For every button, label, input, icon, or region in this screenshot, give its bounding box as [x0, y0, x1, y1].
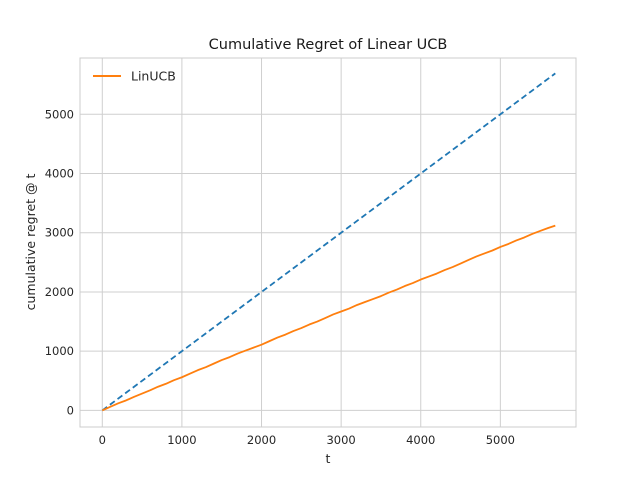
reference-line — [101, 72, 556, 412]
chart-title: Cumulative Regret of Linear UCB — [209, 37, 448, 53]
y-tick-label: 1000 — [45, 344, 74, 358]
y-tick-label: 0 — [67, 403, 74, 417]
y-tick-label: 5000 — [45, 107, 74, 121]
series-layer — [101, 72, 556, 412]
x-axis-label: t — [326, 451, 331, 466]
y-axis-label: cumulative regret @ t — [23, 174, 38, 311]
x-tick-label: 4000 — [406, 433, 435, 447]
grid — [80, 58, 576, 427]
x-tick-label: 5000 — [486, 433, 515, 447]
legend-label-linucb: LinUCB — [131, 69, 176, 84]
x-tick-label: 1000 — [167, 433, 196, 447]
y-tick-label: 3000 — [45, 226, 74, 240]
series-line-linucb — [101, 224, 556, 412]
x-tick-label: 0 — [99, 433, 106, 447]
legend: LinUCB — [93, 69, 176, 84]
x-tick-label: 2000 — [247, 433, 276, 447]
ticks: 0 1000 2000 3000 4000 5000 0 1000 2000 3000 4000 50… — [45, 107, 515, 447]
plot-frame — [79, 57, 577, 428]
y-tick-label: 2000 — [45, 285, 74, 299]
y-tick-label: 4000 — [45, 166, 74, 180]
x-tick-label: 3000 — [326, 433, 355, 447]
